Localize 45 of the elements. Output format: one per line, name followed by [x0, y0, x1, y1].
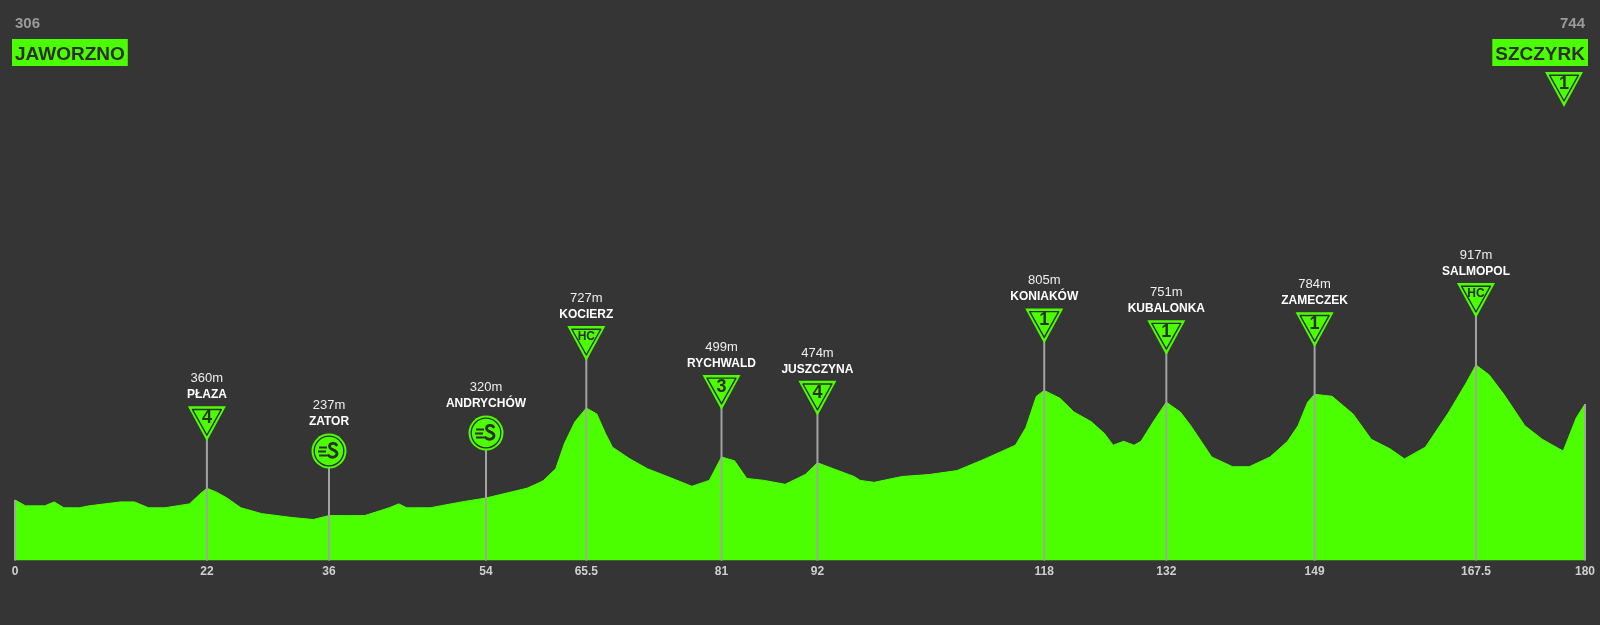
text: JAWORZNO [15, 43, 125, 64]
text: ZAMECZEK [1281, 293, 1349, 308]
annotation: 4 [812, 381, 823, 402]
x-tick-label: 149 [1304, 564, 1325, 579]
x-tick-label: 118 [1034, 564, 1055, 579]
text: HC [577, 329, 596, 344]
x-tick-label: 180 [1574, 564, 1596, 579]
text: 1 [1161, 321, 1172, 342]
annotation: 360m [190, 370, 224, 386]
text: SALMOPOL [1441, 264, 1510, 278]
text: 784m [1298, 276, 1331, 292]
text: 1 [1558, 72, 1570, 93]
annotation: RYCHWALD [687, 355, 757, 370]
x-tick-label: 92 [810, 564, 825, 579]
annotation: ANDRYCHÓW [445, 395, 527, 411]
x-tick-label: 65.5 [574, 564, 599, 579]
annotation: PŁAZA [186, 387, 228, 402]
text: 499m [705, 338, 738, 354]
text: 744 [1559, 14, 1586, 31]
annotation: 320m [469, 379, 503, 395]
text: 917m [1459, 247, 1493, 262]
text: KONIAKÓW [1010, 288, 1079, 304]
text: 1 [1039, 309, 1050, 330]
x-tick-label: 22 [200, 564, 214, 579]
text: 474m [801, 344, 834, 360]
annotation: 4 [201, 407, 212, 428]
x-tick-label: 167.5 [1460, 564, 1492, 579]
x-tick-label: 81 [714, 564, 729, 579]
text: KUBALONKA [1127, 301, 1206, 316]
annotation: 3 [716, 375, 727, 396]
x-tick-label: 0 [11, 564, 19, 579]
text: 805m [1027, 272, 1061, 288]
text: KOCIERZ [559, 307, 614, 322]
text: 306 [15, 14, 41, 31]
text: HC [1467, 286, 1485, 301]
annotation: JUSZCZYNA [781, 361, 854, 376]
text: 1 [1309, 313, 1320, 334]
annotation: 237m [312, 396, 346, 412]
x-tick-label: 54 [479, 564, 493, 579]
text: SZCZYRK [1495, 43, 1586, 64]
annotation: ZATOR [308, 413, 350, 428]
x-tick-label: 132 [1156, 564, 1177, 579]
text: 751m [1150, 284, 1183, 300]
x-tick-label: 36 [322, 564, 336, 579]
text: 727m [570, 290, 603, 306]
